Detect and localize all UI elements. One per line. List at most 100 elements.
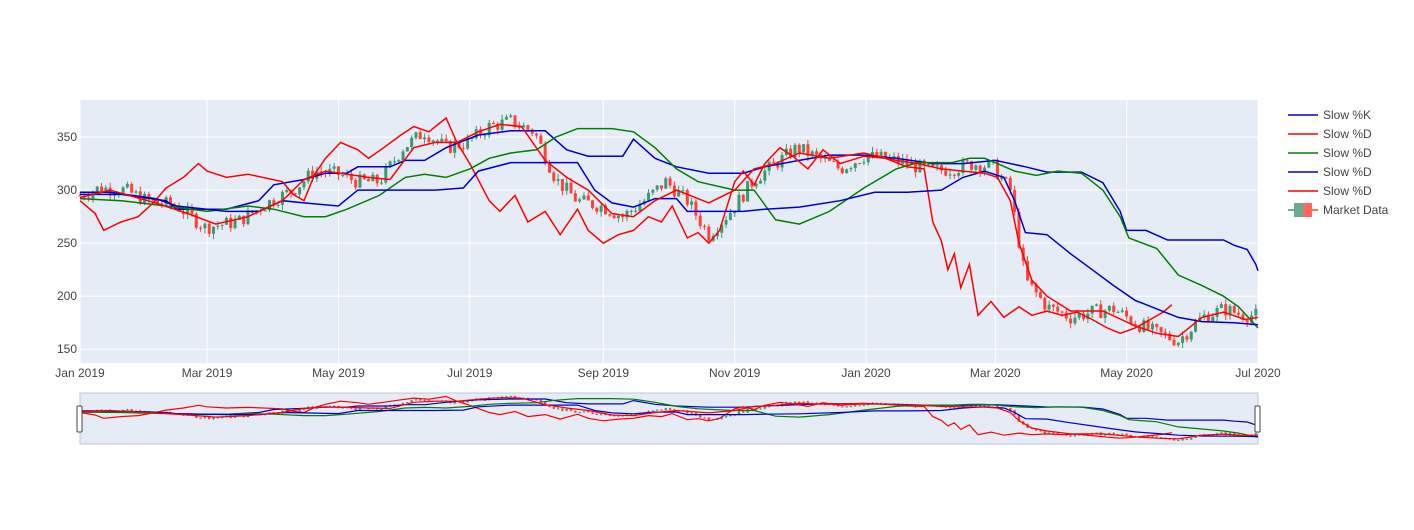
candle: [694, 199, 698, 220]
candle: [651, 410, 655, 412]
candle: [793, 143, 797, 160]
candle: [737, 191, 741, 212]
candle: [759, 408, 762, 410]
candle: [203, 222, 207, 234]
candle: [414, 131, 418, 140]
candle: [608, 213, 612, 218]
slider-series-line-3: [80, 404, 1259, 438]
candle: [130, 182, 134, 194]
candle: [858, 162, 862, 165]
candle: [574, 410, 577, 413]
candle: [690, 411, 693, 415]
candle: [707, 417, 711, 421]
candle: [681, 185, 685, 196]
candle: [1202, 310, 1206, 321]
candle: [1228, 303, 1232, 320]
y-tick-label: 150: [57, 342, 77, 356]
candle: [427, 134, 431, 144]
candle: [978, 164, 982, 178]
candle: [578, 197, 582, 204]
candle: [948, 170, 952, 180]
candle: [862, 404, 866, 407]
candle: [866, 156, 870, 166]
main-plot-area[interactable]: [80, 100, 1258, 363]
candle: [306, 167, 310, 184]
candle: [410, 399, 413, 403]
candle: [491, 120, 495, 125]
legend-label: Slow %K: [1323, 108, 1371, 122]
candle: [849, 405, 853, 408]
candle: [1224, 299, 1228, 321]
candle: [1125, 306, 1129, 320]
legend-item[interactable]: Slow %D: [1288, 127, 1372, 141]
candle: [896, 152, 900, 167]
candle: [319, 166, 323, 178]
candle: [522, 122, 526, 128]
x-tick-label: Jan 2019: [55, 366, 105, 380]
candle: [1181, 331, 1185, 349]
candle: [1000, 173, 1004, 182]
candle: [759, 178, 763, 184]
candle: [1177, 439, 1180, 442]
x-tick-label: Mar 2020: [970, 366, 1021, 380]
candle: [1121, 433, 1124, 435]
candle: [858, 405, 861, 407]
candle: [1095, 432, 1098, 434]
x-tick-label: May 2020: [1100, 366, 1153, 380]
y-tick-label: 300: [57, 183, 77, 197]
candle: [203, 416, 207, 419]
candle: [849, 166, 853, 172]
candle: [724, 415, 728, 418]
candle: [741, 193, 745, 204]
series-line-4: [79, 123, 1259, 338]
legend-item[interactable]: Slow %D: [1288, 184, 1372, 198]
candle: [612, 213, 616, 219]
candle: [845, 406, 848, 408]
candle: [1094, 303, 1098, 307]
candle: [1090, 305, 1094, 319]
candle: [664, 407, 667, 411]
candle: [1245, 318, 1249, 328]
candle: [556, 174, 560, 186]
plot-background[interactable]: [80, 100, 1258, 363]
y-tick-label: 250: [57, 236, 77, 250]
candle: [126, 408, 129, 411]
legend-item[interactable]: Market Data: [1288, 203, 1389, 217]
legend-item[interactable]: Slow %D: [1288, 146, 1372, 160]
candle: [733, 211, 737, 218]
candle: [1069, 314, 1073, 329]
candle: [578, 411, 581, 414]
legend-item[interactable]: Slow %K: [1288, 108, 1371, 122]
candle: [535, 132, 539, 139]
candle: [668, 175, 672, 189]
candle: [603, 203, 607, 215]
legend: Slow %K Slow %D Slow %D Slow %D Slow %D Marke…: [1288, 108, 1389, 217]
candle: [130, 408, 133, 412]
legend-item[interactable]: Slow %D: [1288, 165, 1372, 179]
candle: [405, 146, 409, 152]
candle: [690, 197, 694, 210]
candle: [698, 211, 702, 230]
slider-background[interactable]: [79, 392, 1259, 445]
x-tick-label: Sep 2019: [578, 366, 630, 380]
range-slider[interactable]: [76, 392, 1261, 445]
candle: [746, 180, 750, 202]
candle: [504, 114, 508, 121]
slider-series-line-4: [79, 397, 1259, 440]
candle: [423, 133, 427, 144]
candle: [582, 410, 586, 413]
slider-handle-right[interactable]: [1254, 405, 1261, 433]
candle: [302, 179, 306, 191]
candle: [728, 208, 732, 221]
candle: [1190, 437, 1193, 440]
candle: [1038, 290, 1042, 299]
candle: [505, 395, 508, 398]
candle: [1073, 313, 1077, 326]
candle: [272, 197, 276, 208]
candle: [841, 405, 844, 408]
candle: [659, 185, 663, 192]
slider-handle-left[interactable]: [76, 405, 83, 433]
candle: [862, 159, 866, 166]
candle: [1163, 328, 1167, 339]
candle: [479, 126, 483, 139]
